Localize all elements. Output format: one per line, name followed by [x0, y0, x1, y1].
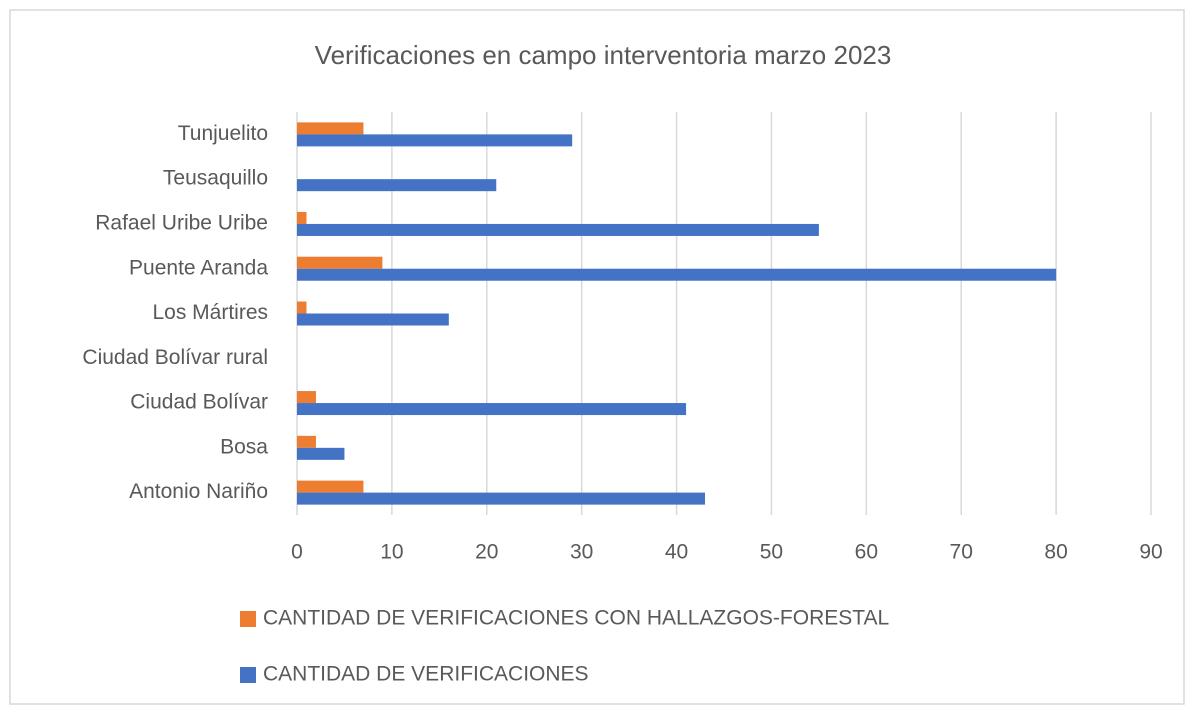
x-tick-label: 20 [475, 541, 498, 564]
bar [297, 403, 687, 416]
x-tick-label: 70 [950, 541, 973, 564]
x-tick-label: 50 [760, 541, 783, 564]
x-tick-label: 90 [1139, 541, 1162, 564]
bar [297, 391, 316, 404]
x-tick-label: 0 [291, 541, 303, 564]
bar [297, 134, 573, 147]
y-tick-label: Bosa [220, 435, 268, 458]
bar [297, 492, 706, 505]
bar [297, 301, 307, 314]
y-tick-label: Puente Aranda [129, 256, 268, 279]
chart-frame [9, 9, 1185, 705]
legend-swatch [240, 667, 256, 683]
bar [297, 313, 449, 326]
bar [297, 179, 497, 192]
y-tick-label: Los Mártires [152, 301, 268, 324]
y-tick-label: Ciudad Bolívar rural [82, 346, 268, 369]
x-tick-label: 30 [570, 541, 593, 564]
legend-label: CANTIDAD DE VERIFICACIONES CON HALLAZGOS… [263, 607, 889, 630]
bar [297, 268, 1057, 281]
y-tick-label: Tunjuelito [178, 122, 268, 145]
y-tick-label: Rafael Uribe Uribe [95, 211, 268, 234]
bar [297, 211, 307, 224]
x-tick-label: 80 [1044, 541, 1067, 564]
y-tick-label: Antonio Nariño [129, 480, 268, 503]
bar [297, 256, 383, 269]
y-tick-label: Teusaquillo [163, 167, 268, 190]
x-tick-label: 60 [855, 541, 878, 564]
bar [297, 435, 316, 448]
bar [297, 480, 364, 493]
chart-title: Verificaciones en campo interventoria ma… [315, 40, 892, 70]
bar [297, 447, 345, 460]
bar [297, 122, 364, 135]
legend-swatch [240, 611, 256, 627]
x-tick-label: 40 [665, 541, 688, 564]
y-tick-label: Ciudad Bolívar [130, 391, 268, 414]
bar [297, 223, 819, 236]
legend-label: CANTIDAD DE VERIFICACIONES [263, 663, 589, 686]
x-tick-label: 10 [380, 541, 403, 564]
